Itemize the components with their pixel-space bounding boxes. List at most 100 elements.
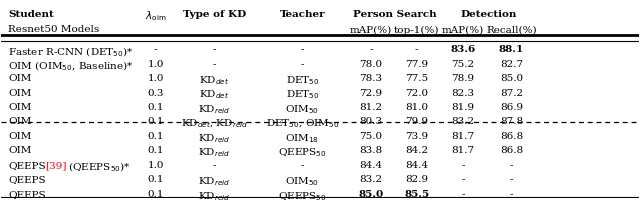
Text: KD$_{reid}$: KD$_{reid}$ [198,103,231,115]
Text: Student: Student [8,10,54,19]
Text: 87.2: 87.2 [500,88,523,97]
Text: 79.9: 79.9 [405,117,428,126]
Text: 0.1: 0.1 [147,146,164,155]
Text: DET$_{50}$: DET$_{50}$ [285,88,319,101]
Text: OIM$_{50}$: OIM$_{50}$ [285,174,319,187]
Text: Detection: Detection [460,10,516,19]
Text: 0.1: 0.1 [147,117,164,126]
Text: KD$_{reid}$: KD$_{reid}$ [198,174,231,187]
Text: 81.0: 81.0 [405,103,428,111]
Text: 83.6: 83.6 [451,45,476,54]
Text: mAP(%): mAP(%) [350,25,392,34]
Text: KD$_{det}$: KD$_{det}$ [200,74,230,86]
Text: KD$_{det}$, KD$_{reid}$: KD$_{det}$, KD$_{reid}$ [181,117,248,129]
Text: Recall(%): Recall(%) [486,25,537,34]
Text: 86.8: 86.8 [500,131,523,140]
Text: KD$_{reid}$: KD$_{reid}$ [198,189,231,202]
Text: DET$_{50}$, OIM$_{50}$: DET$_{50}$, OIM$_{50}$ [266,117,339,129]
Text: Resnet50 Models: Resnet50 Models [8,25,100,34]
Text: 0.1: 0.1 [147,131,164,140]
Text: -: - [461,160,465,169]
Text: OIM: OIM [8,88,32,97]
Text: -: - [213,45,216,54]
Text: 85.0: 85.0 [500,74,523,83]
Text: 78.9: 78.9 [451,74,475,83]
Text: -: - [510,189,513,198]
Text: -: - [213,160,216,169]
Text: 0.1: 0.1 [147,103,164,111]
Text: 72.9: 72.9 [360,88,383,97]
Text: 81.7: 81.7 [451,146,475,155]
Text: Person Search: Person Search [353,10,436,19]
Text: 86.8: 86.8 [500,146,523,155]
Text: 88.1: 88.1 [499,45,524,54]
Text: -: - [369,45,373,54]
Text: -: - [213,59,216,68]
Text: 80.3: 80.3 [360,117,383,126]
Text: QEEPS$_{50}$: QEEPS$_{50}$ [278,189,327,202]
Text: OIM: OIM [8,117,32,126]
Text: 0.3: 0.3 [147,88,164,97]
Text: QEEPS: QEEPS [8,160,46,169]
Text: 1.0: 1.0 [147,59,164,68]
Text: KD$_{det}$: KD$_{det}$ [200,88,230,101]
Text: 78.0: 78.0 [360,59,383,68]
Text: KD$_{reid}$: KD$_{reid}$ [198,131,231,144]
Text: QEEPS: QEEPS [8,174,46,183]
Text: OIM: OIM [8,103,32,111]
Text: 83.8: 83.8 [360,146,383,155]
Text: $\lambda_\mathrm{oim}$: $\lambda_\mathrm{oim}$ [145,10,166,23]
Text: 85.0: 85.0 [358,189,384,198]
Text: -: - [415,45,419,54]
Text: 78.3: 78.3 [360,74,383,83]
Text: OIM: OIM [8,131,32,140]
Text: -: - [154,45,157,54]
Text: 81.7: 81.7 [451,131,475,140]
Text: OIM: OIM [8,146,32,155]
Text: Type of KD: Type of KD [183,10,246,19]
Text: KD$_{reid}$: KD$_{reid}$ [198,146,231,158]
Text: OIM$_{50}$: OIM$_{50}$ [285,103,319,115]
Text: QEEPS: QEEPS [8,189,46,198]
Text: 86.9: 86.9 [500,103,523,111]
Text: 77.9: 77.9 [405,59,428,68]
Text: 77.5: 77.5 [405,74,428,83]
Text: [39]: [39] [45,160,67,169]
Text: 1.0: 1.0 [147,74,164,83]
Text: 81.9: 81.9 [451,103,475,111]
Text: -: - [461,174,465,183]
Text: 82.9: 82.9 [405,174,428,183]
Text: QEEPS$_{50}$: QEEPS$_{50}$ [278,146,327,158]
Text: -: - [301,59,304,68]
Text: OIM (OIM$_{50}$, Baseline)*: OIM (OIM$_{50}$, Baseline)* [8,59,134,73]
Text: 72.0: 72.0 [405,88,428,97]
Text: Teacher: Teacher [280,10,325,19]
Text: 81.2: 81.2 [360,103,383,111]
Text: top-1(%): top-1(%) [394,25,440,34]
Text: 75.0: 75.0 [360,131,383,140]
Text: DET$_{50}$: DET$_{50}$ [285,74,319,86]
Text: 0.1: 0.1 [147,174,164,183]
Text: 84.4: 84.4 [360,160,383,169]
Text: 85.5: 85.5 [404,189,429,198]
Text: 73.9: 73.9 [405,131,428,140]
Text: 84.4: 84.4 [405,160,428,169]
Text: -: - [301,45,304,54]
Text: OIM: OIM [8,74,32,83]
Text: -: - [510,160,513,169]
Text: (QEEPS$_{50}$)*: (QEEPS$_{50}$)* [65,160,131,174]
Text: -: - [510,174,513,183]
Text: Faster R-CNN (DET$_{50}$)*: Faster R-CNN (DET$_{50}$)* [8,45,134,59]
Text: 0.1: 0.1 [147,189,164,198]
Text: OIM$_{18}$: OIM$_{18}$ [285,131,319,144]
Text: mAP(%): mAP(%) [442,25,484,34]
Text: -: - [301,160,304,169]
Text: 87.8: 87.8 [500,117,523,126]
Text: 84.2: 84.2 [405,146,428,155]
Text: 83.2: 83.2 [451,117,475,126]
Text: 82.3: 82.3 [451,88,475,97]
Text: 75.2: 75.2 [451,59,475,68]
Text: 82.7: 82.7 [500,59,523,68]
Text: 1.0: 1.0 [147,160,164,169]
Text: 83.2: 83.2 [360,174,383,183]
